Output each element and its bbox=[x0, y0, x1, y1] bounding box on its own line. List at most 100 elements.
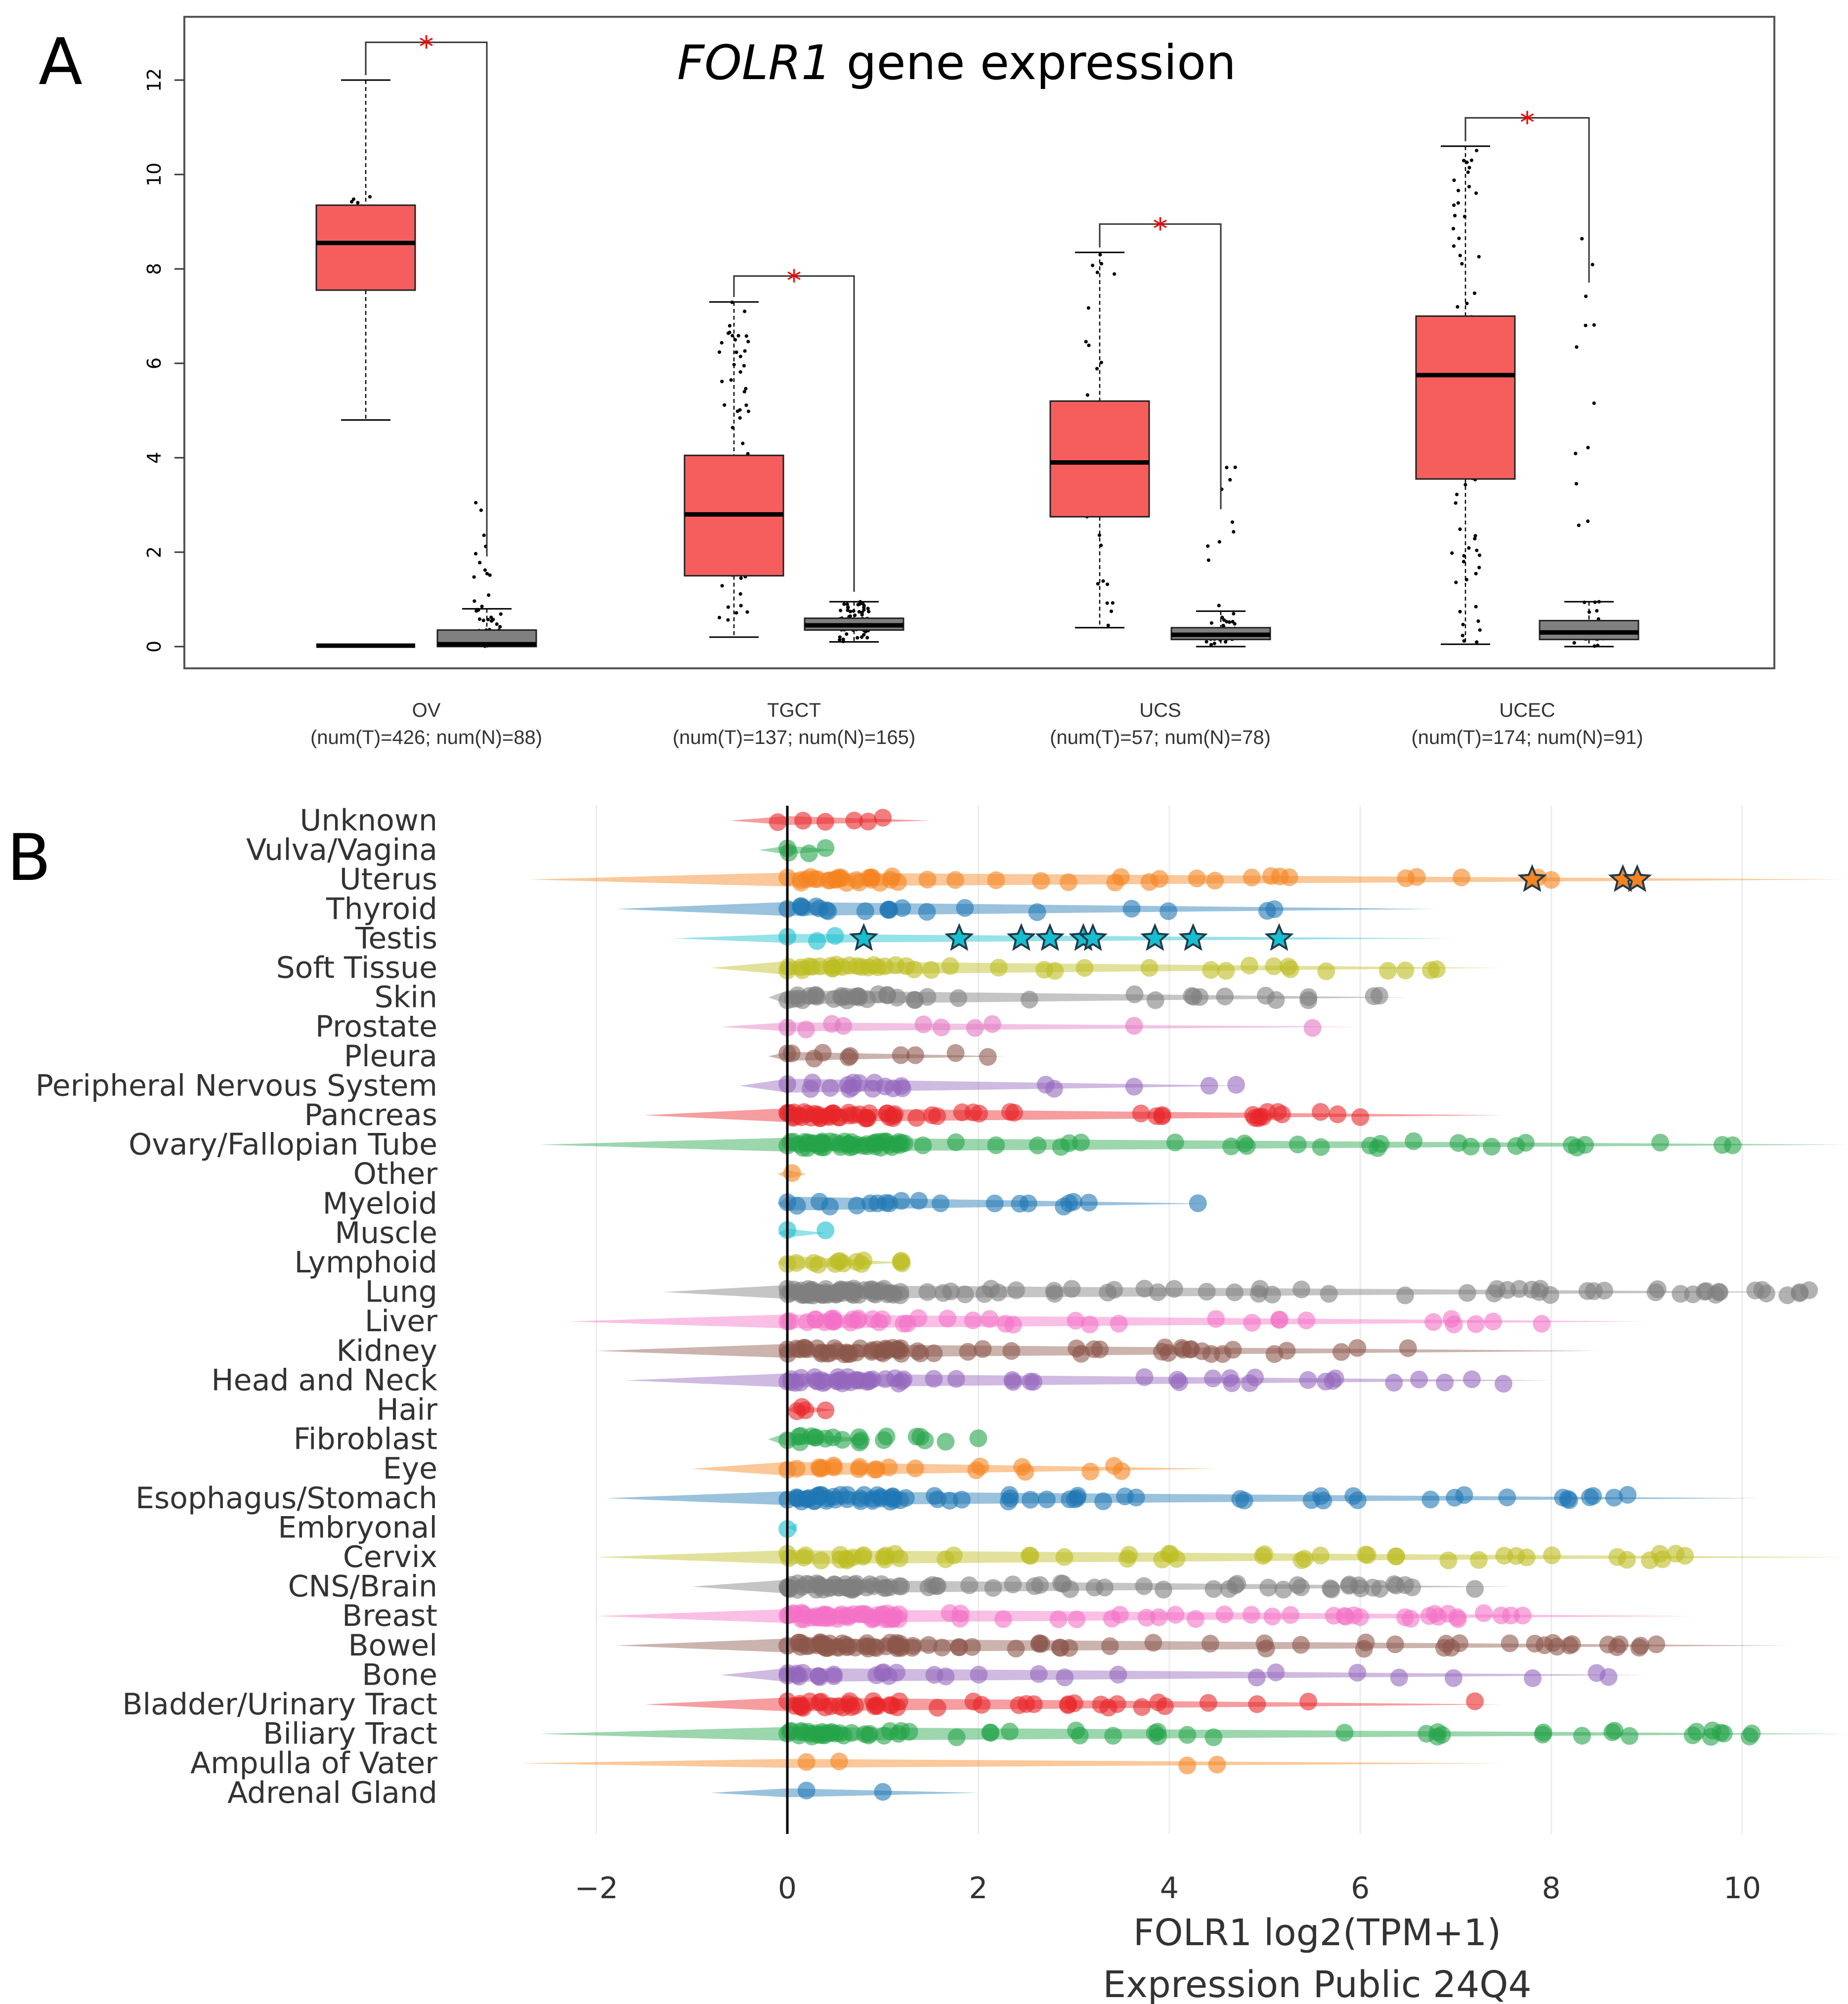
data-point bbox=[1351, 1108, 1370, 1126]
data-point bbox=[1452, 869, 1470, 887]
data-point bbox=[1059, 873, 1077, 891]
data-point bbox=[1010, 1696, 1028, 1714]
category-label: Soft Tissue bbox=[276, 951, 437, 985]
data-point bbox=[1051, 1639, 1070, 1657]
data-point bbox=[1578, 1282, 1596, 1300]
data-point bbox=[911, 1344, 930, 1362]
data-point bbox=[880, 1108, 899, 1126]
data-point bbox=[1095, 270, 1099, 274]
category-label: Fibroblast bbox=[294, 1422, 437, 1457]
data-point bbox=[1458, 1284, 1476, 1302]
title-gene: FOLR1 bbox=[677, 35, 831, 90]
data-point bbox=[1021, 1490, 1039, 1509]
data-point bbox=[1165, 1280, 1183, 1298]
data-point bbox=[1713, 1136, 1731, 1154]
data-point bbox=[1348, 1663, 1367, 1682]
category-label: Ampulla of Vater bbox=[190, 1746, 437, 1781]
panel-b-x-axis: −2 0 2 4 6 8 10 bbox=[574, 1871, 1761, 1906]
data-point bbox=[1592, 323, 1596, 327]
data-point bbox=[350, 200, 354, 204]
data-point bbox=[1563, 1635, 1581, 1653]
data-point bbox=[1103, 1610, 1121, 1628]
data-point bbox=[1475, 640, 1479, 644]
group-tgct: * TGCT (num(T)=137; num(N)=165) bbox=[673, 263, 915, 748]
row-peripheral-nervous-system: Peripheral Nervous System bbox=[36, 1068, 1246, 1103]
data-point bbox=[1201, 1635, 1219, 1653]
data-point bbox=[1442, 1639, 1461, 1657]
y-tick-label: 4 bbox=[143, 452, 165, 464]
data-point bbox=[498, 625, 502, 629]
data-point bbox=[881, 1578, 899, 1596]
data-point bbox=[881, 1696, 899, 1714]
data-point bbox=[1135, 1577, 1153, 1595]
data-point bbox=[1004, 1575, 1022, 1594]
data-point bbox=[792, 1634, 811, 1653]
data-point bbox=[1329, 1105, 1347, 1124]
data-point bbox=[1454, 580, 1458, 584]
data-point bbox=[984, 1579, 1002, 1597]
data-point bbox=[1216, 987, 1234, 1005]
data-point bbox=[1554, 1488, 1572, 1507]
data-point bbox=[1397, 869, 1415, 887]
data-point bbox=[1247, 1668, 1266, 1687]
data-point bbox=[937, 1433, 955, 1451]
category-counts: (num(T)=57; num(N)=78) bbox=[1050, 727, 1271, 748]
data-point bbox=[742, 364, 746, 368]
data-point bbox=[1111, 601, 1115, 605]
data-point bbox=[1466, 1692, 1484, 1710]
data-point bbox=[1085, 393, 1089, 397]
data-point bbox=[791, 1373, 810, 1392]
data-point bbox=[477, 617, 482, 621]
data-point bbox=[1049, 1610, 1068, 1628]
data-point bbox=[865, 636, 869, 640]
data-point bbox=[780, 1580, 798, 1598]
data-point bbox=[1387, 1547, 1406, 1566]
data-point bbox=[956, 1285, 974, 1304]
data-point bbox=[829, 1108, 848, 1127]
data-point bbox=[1653, 1550, 1672, 1568]
data-point bbox=[1233, 465, 1237, 469]
data-point bbox=[799, 1133, 817, 1152]
data-point bbox=[474, 609, 478, 613]
data-point bbox=[489, 615, 493, 619]
data-point bbox=[1473, 534, 1477, 538]
data-point bbox=[794, 812, 812, 830]
significance-bracket bbox=[733, 275, 855, 592]
data-point bbox=[1001, 1489, 1020, 1508]
data-point bbox=[791, 1697, 809, 1715]
y-tick-label: 6 bbox=[143, 357, 165, 369]
data-point bbox=[1007, 1281, 1025, 1300]
data-point bbox=[1456, 188, 1461, 192]
tumor-box bbox=[684, 300, 784, 638]
data-point bbox=[1351, 1608, 1370, 1626]
data-point bbox=[925, 1370, 943, 1388]
category-label: Ovary/Fallopian Tube bbox=[129, 1128, 437, 1162]
data-point bbox=[821, 1132, 840, 1150]
data-point bbox=[873, 1282, 891, 1300]
data-point bbox=[987, 871, 1005, 889]
data-point bbox=[1154, 1580, 1172, 1599]
data-point bbox=[1236, 1134, 1254, 1153]
data-point bbox=[1588, 1664, 1606, 1682]
row-cervix: Cervix bbox=[343, 1540, 1848, 1574]
data-point bbox=[840, 1135, 858, 1153]
data-point bbox=[738, 370, 742, 374]
data-point bbox=[1574, 451, 1578, 456]
data-point bbox=[1099, 1283, 1117, 1302]
data-point bbox=[812, 1635, 830, 1654]
row-prostate: Prostate bbox=[315, 1009, 1361, 1044]
data-point bbox=[1457, 236, 1461, 240]
data-point bbox=[854, 1548, 872, 1566]
violin bbox=[596, 1550, 1848, 1564]
data-point bbox=[1092, 1696, 1110, 1714]
data-point bbox=[726, 605, 730, 609]
data-point bbox=[1456, 201, 1460, 205]
data-point bbox=[970, 1665, 988, 1684]
category-label: Bowel bbox=[348, 1628, 437, 1663]
data-point bbox=[1466, 1315, 1485, 1333]
star-marker bbox=[1140, 923, 1170, 951]
data-point bbox=[871, 873, 889, 892]
data-point bbox=[1187, 1610, 1205, 1628]
data-point bbox=[865, 1461, 884, 1479]
